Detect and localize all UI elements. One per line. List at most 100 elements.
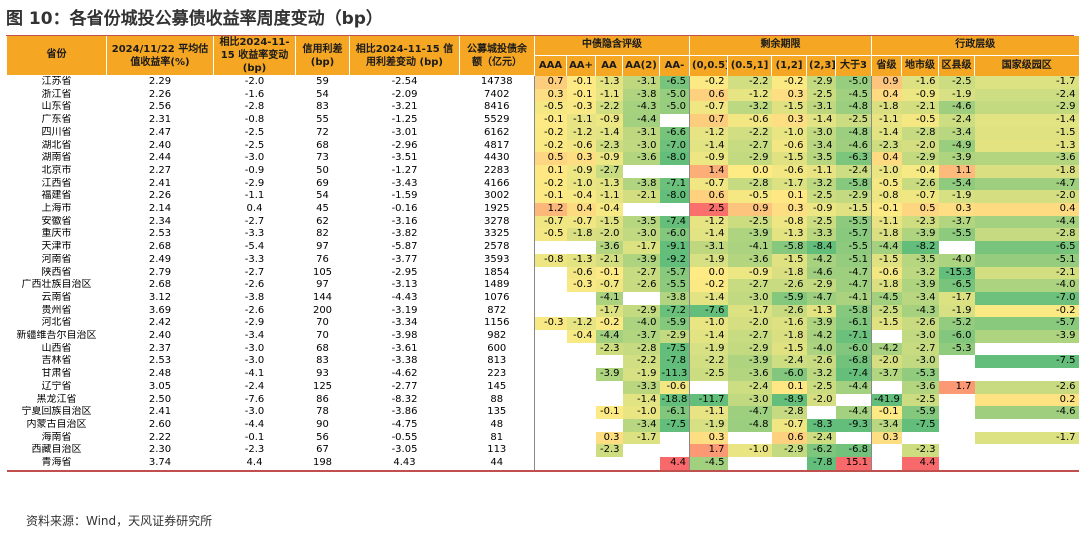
balance-cell: 88	[490, 393, 504, 405]
subheader-admin: 国家级园区	[974, 55, 1079, 76]
yield-cell: 2.47	[148, 126, 172, 138]
admin-change-cell: -3.6	[901, 380, 939, 394]
maturity-change-cell: -1.2	[689, 126, 728, 140]
admin-change-cell: 0.3	[938, 203, 975, 216]
rating-change-cell: -4.4	[595, 330, 623, 343]
spread-cell: 62	[316, 215, 329, 227]
admin-change-cell	[975, 368, 1079, 381]
admin-change-cell: -2.9	[974, 101, 1079, 115]
spread-cell: 54	[316, 190, 329, 202]
maturity-change-cell: -1.8	[771, 330, 807, 343]
maturity-change-cell: -5.0	[835, 75, 872, 89]
yield-cell: 2.40	[148, 139, 172, 151]
maturity-change-cell	[836, 432, 872, 445]
rating-change-cell: -3.6	[622, 152, 660, 165]
header-spread: 信用利差 (bp)	[295, 36, 350, 76]
yield-cell: 2.79	[148, 266, 172, 278]
maturity-change-cell	[771, 457, 807, 472]
table-row: 广西壮族自治区 2.68 -2.6 97 -3.13 1489 -0.3 -0.7 -2.6 -5…	[7, 279, 1079, 292]
yield-change-cell: -0.1	[244, 431, 265, 443]
rating-change-cell: -6.6	[659, 126, 690, 140]
rating-change-cell	[534, 304, 567, 318]
rating-change-cell: -7.4	[659, 215, 690, 229]
rating-change-cell	[595, 457, 623, 472]
spread-cell: 97	[316, 241, 329, 253]
admin-change-cell	[902, 432, 939, 445]
yield-cell: 2.53	[148, 228, 172, 240]
admin-change-cell: -1.8	[974, 164, 1079, 178]
spread-change-cell: -4.75	[391, 418, 418, 430]
rating-change-cell: -0.1	[534, 190, 567, 204]
rating-change-cell: -0.7	[595, 279, 623, 292]
spread-change-cell: -3.16	[391, 215, 418, 227]
maturity-change-cell: -1.9	[689, 253, 728, 267]
yield-change-cell: -2.9	[244, 177, 265, 189]
maturity-change-cell: -3.9	[727, 355, 772, 369]
rating-change-cell: -3.1	[622, 126, 660, 140]
admin-change-cell: -1.3	[974, 139, 1079, 153]
table-row: 宁夏回族自治区 2.41 -3.0 78 -3.86 135 -0.1 -1.0 -6.1 -1.…	[7, 406, 1079, 419]
spread-change-cell: -2.54	[391, 76, 418, 87]
header-group-maturity: 剩余期限	[689, 36, 872, 57]
spread-cell: 70	[316, 330, 329, 342]
yield-cell: 3.12	[148, 291, 172, 303]
maturity-change-cell: -4.2	[806, 330, 836, 343]
admin-change-cell: -0.9	[901, 88, 939, 102]
rating-change-cell	[534, 266, 567, 280]
maturity-change-cell: 0.1	[771, 380, 807, 394]
maturity-change-cell: -6.8	[835, 444, 872, 458]
spread-cell: 76	[316, 253, 329, 265]
maturity-change-cell: -1.5	[771, 152, 807, 165]
maturity-change-cell: -5.5	[835, 241, 872, 254]
table-row: 湖北省 2.40 -2.5 68 -2.96 4817 -0.2 -0.6 -2.3 -3.0 -7…	[7, 139, 1079, 153]
rating-change-cell	[534, 279, 567, 292]
maturity-change-cell: 0.3	[771, 203, 807, 216]
subheader-rating: AAA	[534, 55, 567, 76]
admin-change-cell: -6.5	[938, 279, 975, 292]
admin-change-cell: 0.3	[871, 431, 902, 445]
admin-change-cell: -3.7	[871, 368, 902, 381]
province-cell: 广西壮族自治区	[21, 279, 92, 291]
province-cell: 宁夏回族自治区	[21, 406, 92, 418]
rating-change-cell: -2.8	[622, 342, 660, 356]
header-province: 省份	[6, 36, 107, 76]
rating-change-cell: -2.0	[595, 228, 623, 242]
spread-cell: 125	[312, 380, 333, 392]
maturity-change-cell: -3.1	[689, 241, 728, 254]
spread-change-cell: -3.82	[391, 228, 418, 240]
maturity-change-cell: -4.2	[806, 253, 836, 267]
maturity-change-cell: -5.1	[835, 253, 872, 267]
yield-cell: 2.27	[148, 164, 172, 176]
spread-change-cell: -4.62	[391, 368, 418, 380]
spread-change-cell: -3.01	[391, 126, 418, 138]
maturity-change-cell: -1.6	[771, 317, 807, 331]
maturity-change-cell: -3.0	[806, 126, 836, 140]
header-group-admin: 行政层级	[871, 36, 1079, 57]
spread-change-cell: -1.27	[391, 164, 418, 176]
maturity-change-cell: -4.7	[835, 266, 872, 280]
admin-change-cell: -1.0	[871, 164, 902, 178]
maturity-change-cell: -4.8	[835, 126, 872, 140]
province-cell: 贵州省	[41, 304, 72, 316]
admin-change-cell: -7.0	[974, 291, 1079, 305]
maturity-change-cell: -2.9	[727, 152, 772, 165]
admin-change-cell: 0.2	[974, 393, 1079, 407]
admin-change-cell: -3.0	[901, 355, 939, 369]
balance-cell: 8416	[484, 101, 510, 113]
table-row: 上海市 2.14 0.4 45 -0.16 1925 1.2 0.4 -0.4 2.5 0.9 0.3…	[7, 203, 1079, 216]
admin-change-cell	[939, 406, 975, 419]
rating-change-cell: -8.0	[659, 152, 690, 165]
spread-change-cell: -3.61	[391, 342, 418, 354]
admin-change-cell: 0.4	[974, 203, 1079, 216]
rating-change-cell: -1.7	[622, 431, 660, 445]
province-cell: 黑龙江省	[36, 393, 77, 405]
yield-change-cell: -1.1	[244, 190, 265, 202]
province-cell: 江苏省	[41, 76, 72, 87]
admin-change-cell	[974, 457, 1079, 472]
spread-change-cell: -5.87	[391, 241, 418, 253]
admin-change-cell: 0.5	[901, 203, 939, 216]
rating-change-cell: -2.9	[622, 304, 660, 318]
maturity-change-cell: -7.6	[689, 304, 728, 318]
spread-cell: 105	[312, 266, 333, 278]
maturity-change-cell: -3.0	[727, 393, 772, 407]
